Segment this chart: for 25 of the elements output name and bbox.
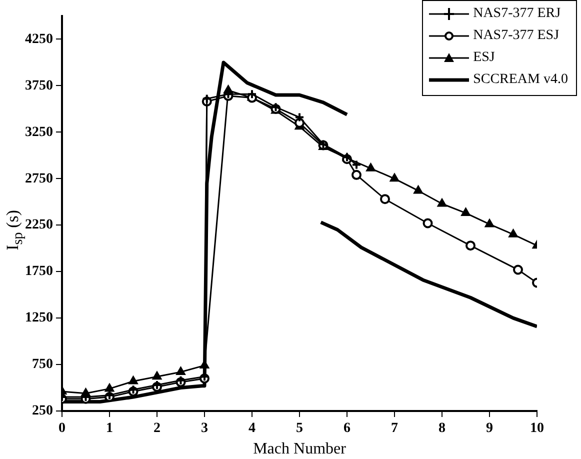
x-tick-label: 8: [438, 421, 446, 436]
x-tick-label: 4: [248, 421, 256, 436]
x-tick-label: 2: [154, 421, 160, 436]
x-tick-label: 6: [344, 421, 350, 436]
legend-label: NAS7-377 ESJ: [473, 28, 560, 44]
y-tick-label: 1750: [25, 264, 53, 280]
x-axis-title: Mach Number: [253, 440, 347, 458]
x-tick-label: 5: [296, 421, 303, 436]
y-tick-label: 3250: [25, 124, 53, 140]
y-tick-label: 4250: [25, 32, 53, 47]
x-tick-label: 0: [58, 421, 66, 436]
y-tick-label: 1250: [25, 310, 53, 326]
x-tick-label: 7: [391, 421, 398, 436]
legend-label: NAS7-377 ERJ: [473, 6, 561, 22]
y-tick-label: 750: [32, 357, 53, 372]
x-tick-label: 1: [106, 421, 113, 436]
y-tick-label: 3750: [25, 78, 53, 94]
legend-label: SCCREAM v4.0: [473, 72, 568, 88]
y-tick-label: 2250: [25, 218, 53, 233]
legend-label: ESJ: [473, 50, 495, 66]
y-tick-label: 250: [32, 404, 53, 419]
x-tick-label: 10: [530, 421, 544, 436]
x-tick-label: 3: [201, 421, 208, 436]
x-tick-label: 9: [486, 421, 493, 436]
y-tick-label: 2750: [25, 171, 53, 186]
